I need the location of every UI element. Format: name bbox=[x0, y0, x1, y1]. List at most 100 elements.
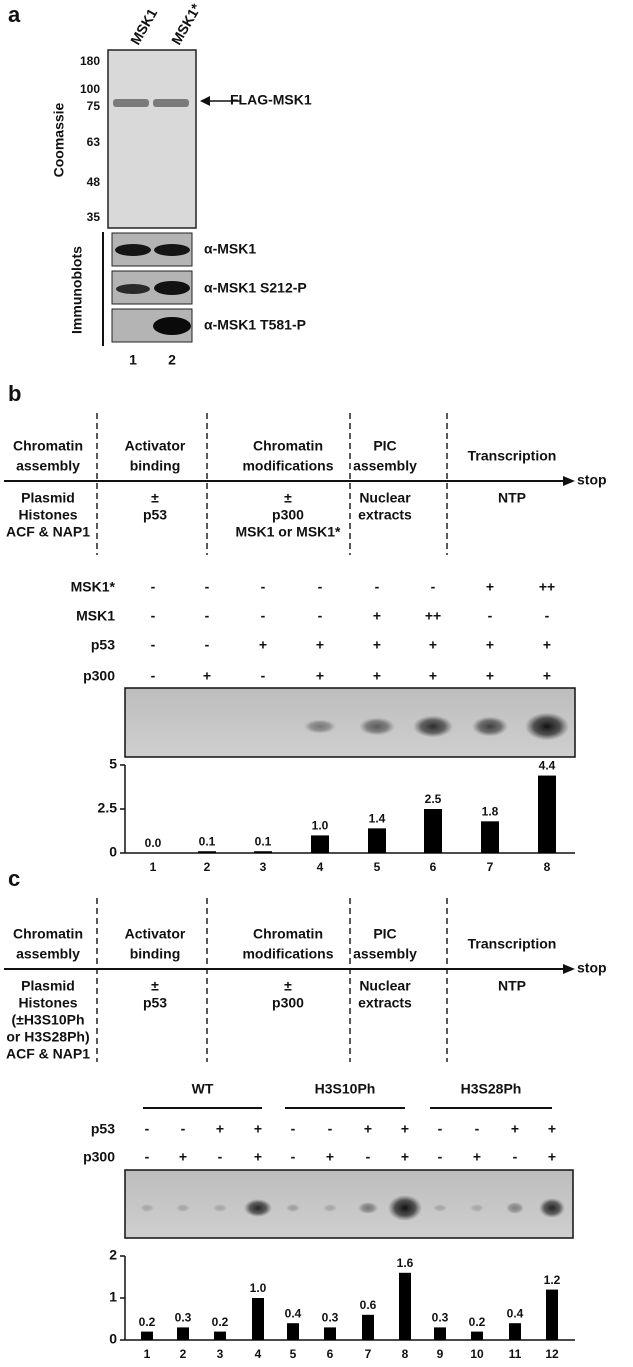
blot-band bbox=[153, 317, 191, 335]
value-label: 0.3 bbox=[432, 1311, 449, 1325]
step-title: PIC bbox=[373, 926, 396, 942]
bar bbox=[177, 1327, 189, 1340]
panel-label: c bbox=[8, 866, 20, 891]
step-title: Activator bbox=[125, 926, 186, 942]
x-tick-label: 2 bbox=[180, 1347, 187, 1361]
blot-band bbox=[115, 244, 151, 256]
condition-sign: + bbox=[254, 1149, 262, 1165]
bar bbox=[509, 1323, 521, 1340]
condition-sign: + bbox=[364, 1121, 372, 1137]
condition-sign: + bbox=[203, 668, 211, 684]
timeline-end: stop bbox=[577, 960, 607, 976]
coomassie-gel bbox=[107, 49, 197, 229]
condition-label: p53 bbox=[91, 637, 115, 653]
condition-sign: - bbox=[145, 1149, 150, 1165]
step-content: Nuclear bbox=[359, 490, 411, 506]
condition-sign: - bbox=[151, 579, 156, 595]
step-content: Histones bbox=[18, 995, 77, 1011]
condition-sign: + bbox=[326, 1149, 334, 1165]
value-label: 1.4 bbox=[369, 812, 386, 826]
condition-sign: - bbox=[438, 1149, 443, 1165]
step-content: p300 bbox=[272, 995, 304, 1011]
x-tick-label: 9 bbox=[437, 1347, 444, 1361]
timeline-head bbox=[563, 476, 575, 486]
step-content: ± bbox=[284, 978, 292, 994]
y-tick-label: 0 bbox=[109, 844, 117, 860]
marker-label: 35 bbox=[87, 210, 101, 224]
gel-band bbox=[539, 1198, 565, 1218]
gel-band bbox=[323, 1204, 337, 1212]
x-tick-label: 3 bbox=[260, 860, 267, 874]
step-title: modifications bbox=[242, 458, 333, 474]
step-content: Nuclear bbox=[359, 978, 411, 994]
step-content: MSK1 or MSK1* bbox=[235, 524, 341, 540]
step-content: extracts bbox=[358, 995, 412, 1011]
step-title: assembly bbox=[353, 946, 417, 962]
condition-label: p300 bbox=[83, 668, 115, 684]
bar bbox=[538, 775, 556, 853]
x-tick-label: 2 bbox=[204, 860, 211, 874]
panel-label: b bbox=[8, 381, 21, 406]
condition-sign: + bbox=[486, 668, 494, 684]
condition-sign: - bbox=[261, 668, 266, 684]
gel-band bbox=[304, 719, 336, 734]
value-label: 0.2 bbox=[469, 1315, 486, 1329]
x-tick-label: 5 bbox=[374, 860, 381, 874]
condition-sign: - bbox=[181, 1121, 186, 1137]
condition-sign: - bbox=[291, 1121, 296, 1137]
blot-band bbox=[154, 281, 190, 295]
condition-sign: + bbox=[216, 1121, 224, 1137]
condition-sign: - bbox=[318, 579, 323, 595]
condition-sign: - bbox=[145, 1121, 150, 1137]
marker-label: 63 bbox=[87, 135, 101, 149]
x-tick-label: 12 bbox=[545, 1347, 559, 1361]
x-tick-label: 6 bbox=[430, 860, 437, 874]
blot-band bbox=[116, 284, 150, 294]
condition-sign: + bbox=[254, 1121, 262, 1137]
step-title: PIC bbox=[373, 438, 396, 454]
condition-sign: - bbox=[513, 1149, 518, 1165]
x-tick-label: 7 bbox=[365, 1347, 372, 1361]
lane-number: 2 bbox=[168, 352, 176, 368]
value-label: 0.4 bbox=[507, 1306, 524, 1320]
gel-band bbox=[213, 1204, 227, 1212]
band-label: FLAG-MSK1 bbox=[230, 92, 312, 108]
gel-band bbox=[358, 1202, 378, 1214]
condition-sign: - bbox=[438, 1121, 443, 1137]
step-title: Chromatin bbox=[253, 438, 323, 454]
gel-band bbox=[140, 1204, 154, 1212]
lane-header: MSK1* bbox=[168, 0, 204, 47]
gel-band bbox=[433, 1204, 447, 1212]
condition-sign: - bbox=[375, 579, 380, 595]
value-label: 1.0 bbox=[312, 819, 329, 833]
condition-sign: + bbox=[473, 1149, 481, 1165]
step-title: binding bbox=[130, 458, 181, 474]
bar bbox=[252, 1298, 264, 1340]
step-content: extracts bbox=[358, 507, 412, 523]
condition-sign: - bbox=[366, 1149, 371, 1165]
step-content: Plasmid bbox=[21, 978, 75, 994]
condition-sign: - bbox=[291, 1149, 296, 1165]
condition-sign: ++ bbox=[425, 608, 441, 624]
x-tick-label: 8 bbox=[544, 860, 551, 874]
y-tick-label: 2 bbox=[109, 1247, 117, 1263]
gel-band bbox=[113, 99, 149, 107]
x-tick-label: 1 bbox=[150, 860, 157, 874]
gel-band bbox=[176, 1204, 190, 1212]
bar bbox=[546, 1289, 558, 1340]
panel-label: a bbox=[8, 2, 21, 27]
step-title: Transcription bbox=[468, 448, 557, 464]
condition-sign: - bbox=[151, 608, 156, 624]
blot-label: α-MSK1 S212-P bbox=[204, 280, 307, 296]
condition-sign: + bbox=[486, 579, 494, 595]
x-tick-label: 3 bbox=[217, 1347, 224, 1361]
condition-sign: - bbox=[151, 637, 156, 653]
bar bbox=[399, 1272, 411, 1340]
condition-label: MSK1* bbox=[71, 579, 116, 595]
step-content: NTP bbox=[498, 490, 526, 506]
step-title: Transcription bbox=[468, 936, 557, 952]
x-tick-label: 7 bbox=[487, 860, 494, 874]
condition-label: p53 bbox=[91, 1121, 115, 1137]
condition-sign: + bbox=[543, 637, 551, 653]
condition-sign: + bbox=[373, 608, 381, 624]
